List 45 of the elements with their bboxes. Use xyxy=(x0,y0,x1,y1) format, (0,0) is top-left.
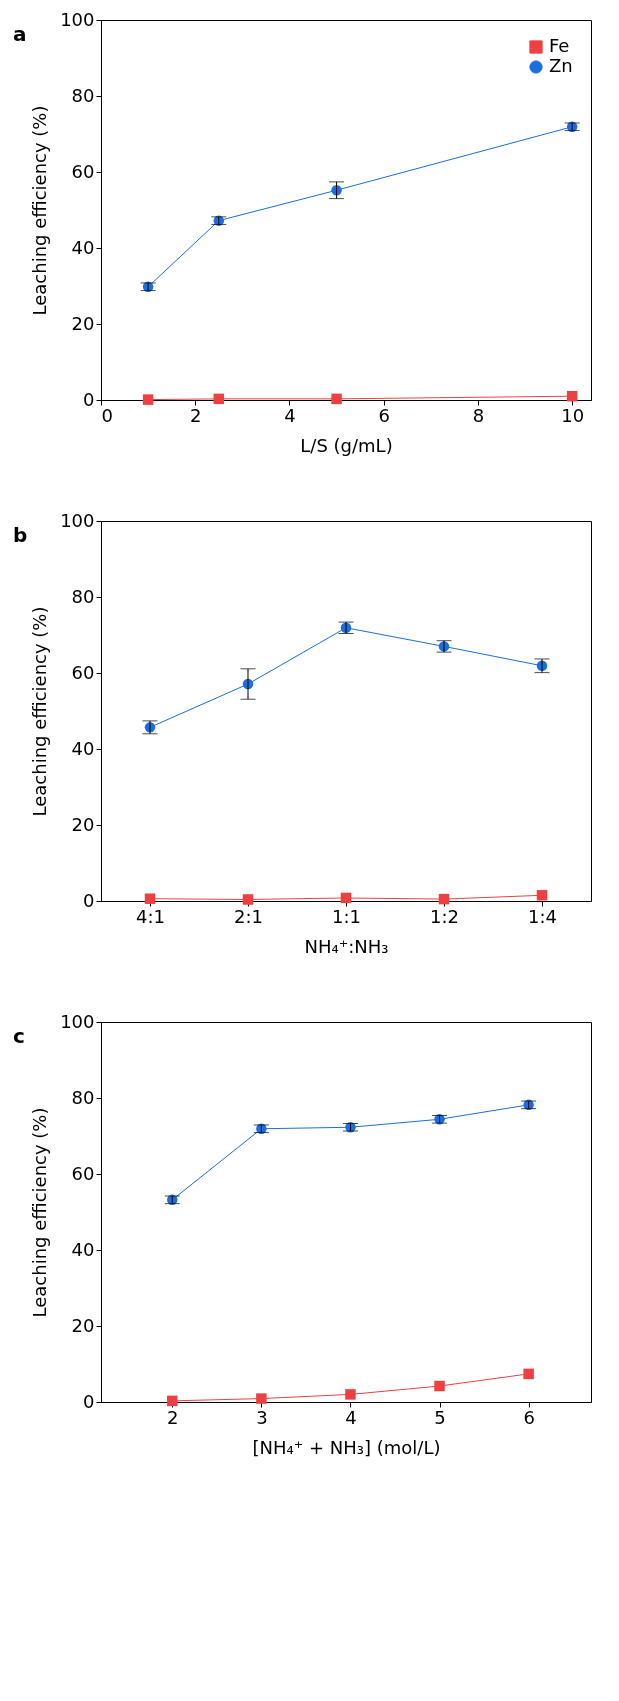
x-tick-label: 6 xyxy=(523,1406,535,1428)
legend-label: Zn xyxy=(549,55,573,76)
x-axis-title: NH₄⁺:NH₃ xyxy=(304,935,389,957)
chart-title: b xyxy=(13,523,28,547)
x-tick-label: 5 xyxy=(434,1406,446,1428)
y-tick-label: 60 xyxy=(71,160,95,182)
x-tick-label: 0 xyxy=(101,404,113,426)
y-tick-label: 40 xyxy=(71,236,95,258)
y-tick-label: 100 xyxy=(60,509,95,531)
x-tick-label: 4:1 xyxy=(136,905,165,927)
x-tick-label: 1:2 xyxy=(430,905,459,927)
chart-title: a xyxy=(13,22,27,46)
y-tick-label: 20 xyxy=(71,312,95,334)
y-tick-label: 0 xyxy=(83,1390,95,1412)
y-axis-title: Leaching efficiency (%) xyxy=(29,606,51,817)
y-tick-label: 100 xyxy=(60,8,95,30)
y-axis-title: Leaching efficiency (%) xyxy=(29,1107,51,1318)
y-axis-title: Leaching efficiency (%) xyxy=(29,105,51,316)
y-tick-label: 100 xyxy=(60,1010,95,1032)
y-tick-label: 20 xyxy=(71,813,95,835)
x-tick-label: 4 xyxy=(345,1406,357,1428)
legend-label: Fe xyxy=(549,35,570,56)
x-tick-label: 2 xyxy=(190,404,202,426)
x-tick-label: 10 xyxy=(561,404,585,426)
x-tick-label: 8 xyxy=(472,404,485,426)
y-tick-label: 80 xyxy=(71,585,95,607)
y-tick-label: 60 xyxy=(71,1162,95,1184)
y-tick-label: 0 xyxy=(83,889,95,911)
x-tick-label: 1:4 xyxy=(528,905,557,927)
y-tick-label: 0 xyxy=(83,388,95,410)
x-tick-label: 4 xyxy=(284,404,296,426)
y-tick-label: 40 xyxy=(71,737,95,759)
x-tick-label: 6 xyxy=(378,404,390,426)
y-tick-label: 40 xyxy=(71,1238,95,1260)
x-tick-label: 1:1 xyxy=(332,905,361,927)
y-tick-label: 60 xyxy=(71,661,95,683)
chart-title: c xyxy=(13,1024,25,1048)
y-tick-label: 20 xyxy=(71,1314,95,1336)
y-tick-label: 80 xyxy=(71,84,95,106)
x-tick-label: 3 xyxy=(256,1406,268,1428)
x-axis-title: L/S (g/mL) xyxy=(300,434,393,456)
x-tick-label: 2 xyxy=(167,1406,179,1428)
x-tick-label: 2:1 xyxy=(234,905,263,927)
x-axis-title: [NH₄⁺ + NH₃] (mol/L) xyxy=(252,1436,441,1458)
y-tick-label: 80 xyxy=(71,1086,95,1108)
